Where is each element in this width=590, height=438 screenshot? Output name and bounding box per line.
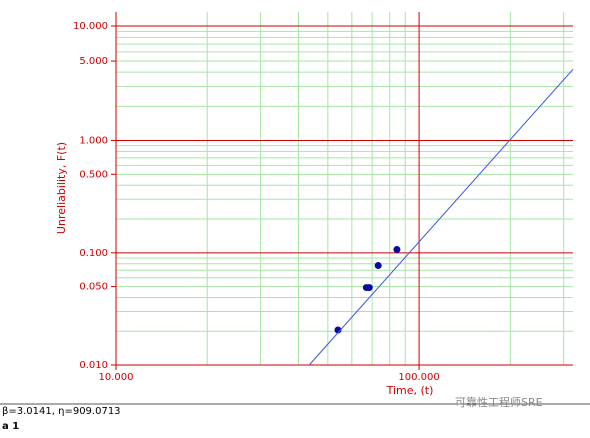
x-tick-label: 10.000: [99, 372, 134, 383]
y-tick-label: 0.010: [79, 360, 108, 371]
x-axis-title: Time, (t): [386, 384, 434, 397]
watermark: 可靠性工程师SRE: [455, 395, 543, 409]
fit-line: [308, 68, 574, 366]
data-point: [393, 246, 401, 254]
data-point: [365, 284, 373, 292]
fit-parameters: β=3.0141, η=909.0713: [2, 406, 121, 417]
y-tick-label: 0.050: [79, 282, 108, 293]
data-point: [374, 262, 382, 270]
y-tick-label: 0.100: [79, 248, 108, 259]
y-axis-title: Unreliability, F(t): [55, 142, 68, 234]
y-tick-label: 10.000: [73, 21, 108, 32]
footer-label: a 1: [2, 421, 19, 432]
data-point: [334, 326, 342, 334]
y-tick-label: 1.000: [79, 135, 108, 146]
y-tick-label: 5.000: [79, 56, 108, 67]
x-tick-label: 100.000: [398, 372, 439, 383]
y-tick-label: 0.500: [79, 169, 108, 180]
